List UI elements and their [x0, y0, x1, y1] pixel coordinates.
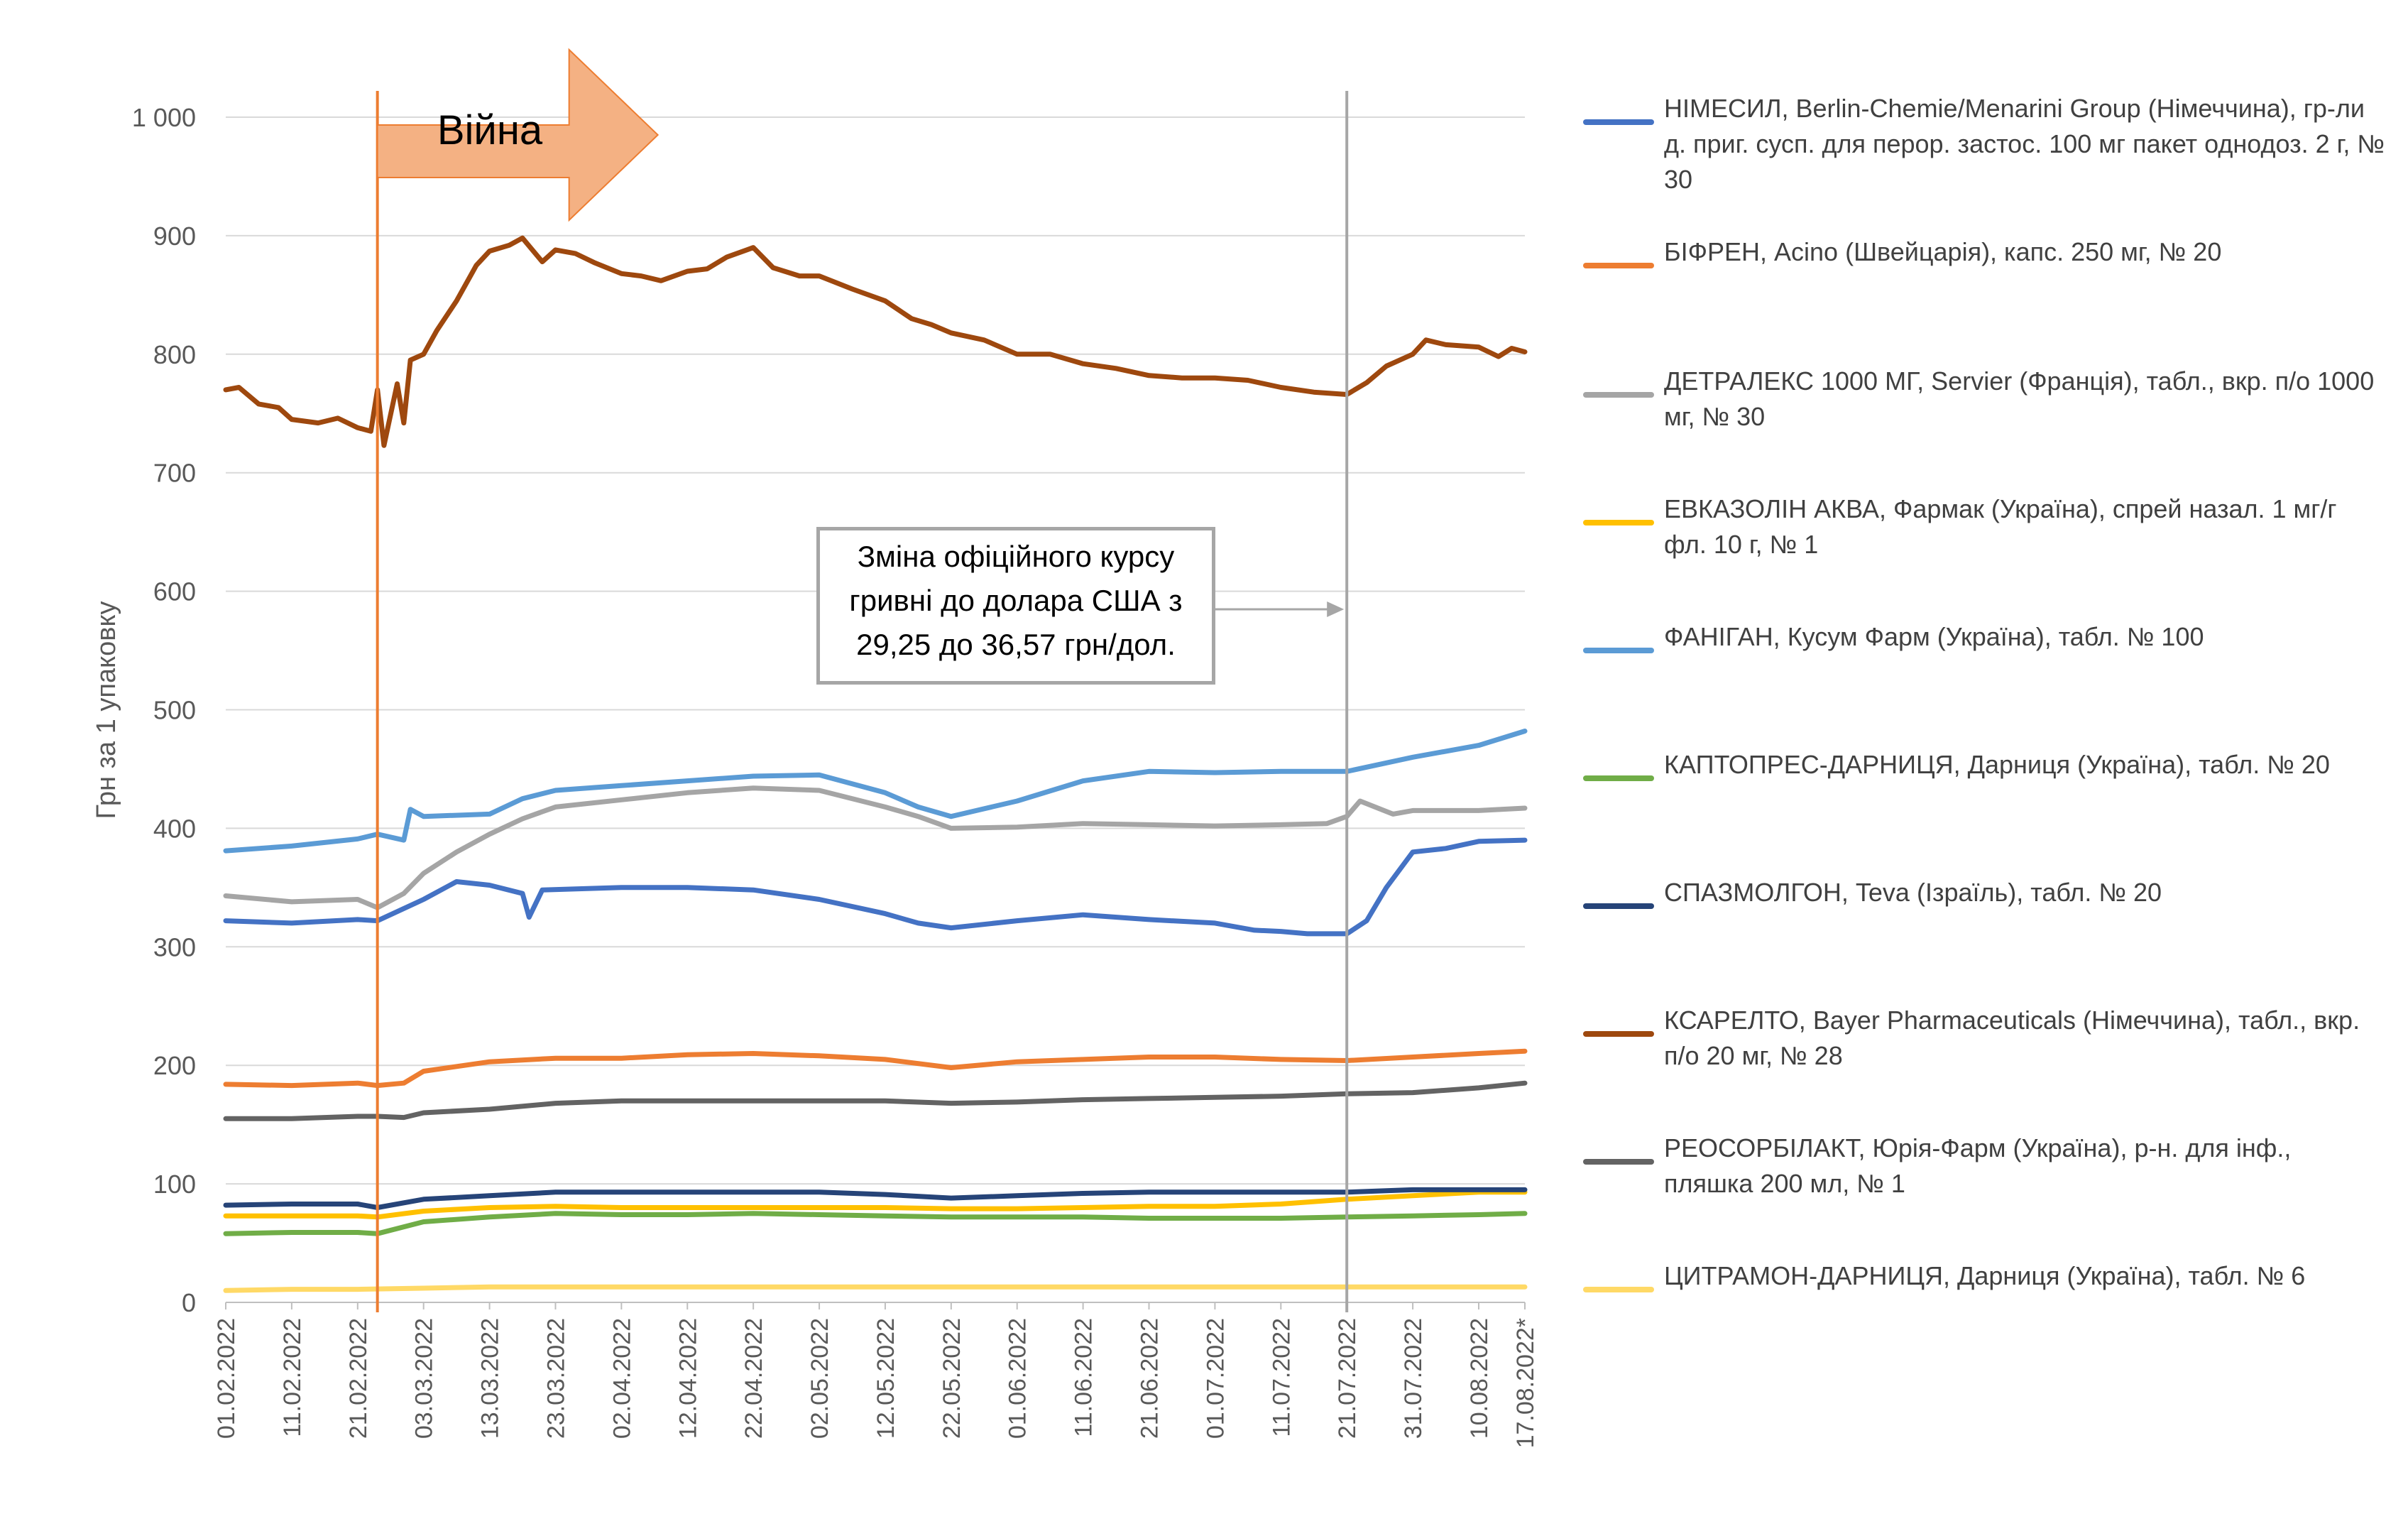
series-line-7	[223, 1187, 1528, 1210]
callout-line-1: Зміна офіційного курсу	[857, 540, 1175, 573]
y-tick-label: 900	[153, 222, 196, 251]
legend-item: КСАРЕЛТО, Bayer Pharmaceuticals (Німеччи…	[1583, 1003, 2385, 1074]
series-line-3	[223, 785, 1528, 910]
y-tick-label: 400	[153, 814, 196, 843]
y-tick-label: 1 000	[132, 103, 196, 132]
x-tick-label: 11.02.2022	[279, 1318, 306, 1437]
legend-item: ФАНІГАН, Кусум Фарм (Україна), табл. № 1…	[1583, 619, 2385, 655]
y-tick-label: 200	[153, 1051, 196, 1080]
legend-swatch	[1583, 392, 1654, 398]
legend-swatch	[1583, 648, 1654, 653]
legend-label: ЦИТРАМОН-ДАРНИЦЯ, Дарниця (Україна), таб…	[1664, 1261, 2306, 1290]
x-tick-label: 31.07.2022	[1400, 1318, 1427, 1439]
legend-label: СПАЗМОЛГОН, Teva (Ізраїль), табл. № 20	[1664, 878, 2162, 907]
legend-swatch	[1583, 775, 1654, 781]
series-line-6	[223, 1211, 1528, 1236]
x-tick-label: 10.08.2022	[1466, 1318, 1493, 1439]
series-line-4	[223, 1189, 1528, 1220]
legend-swatch	[1583, 1031, 1654, 1037]
legend-swatch	[1583, 903, 1654, 909]
x-tick-label: 12.05.2022	[872, 1318, 899, 1439]
y-tick-label: 100	[153, 1170, 196, 1199]
legend-label: ЕВКАЗОЛІН АКВА, Фармак (Україна), спрей …	[1664, 494, 2337, 559]
x-tick-label: 01.02.2022	[213, 1318, 240, 1439]
y-axis-ticks: 0 100 200 300 400 500 600 700 800 900 1 000	[132, 103, 196, 1317]
x-tick-label: 01.07.2022	[1202, 1318, 1229, 1439]
x-tick-label: 22.05.2022	[938, 1318, 965, 1439]
series-line-9	[223, 1080, 1528, 1121]
x-tick-label: 21.06.2022	[1137, 1318, 1164, 1439]
legend-swatch	[1583, 119, 1654, 125]
series-line-8	[223, 235, 1528, 448]
series-line-10	[223, 1284, 1528, 1293]
gridlines	[226, 116, 1525, 1303]
legend-label: НІМЕСИЛ, Berlin-Chemie/Menarini Group (Н…	[1664, 94, 2385, 194]
y-tick-label: 700	[153, 459, 196, 488]
legend-item: СПАЗМОЛГОН, Teva (Ізраїль), табл. № 20	[1583, 875, 2385, 910]
x-tick-label: 11.06.2022	[1071, 1318, 1098, 1437]
legend-swatch	[1583, 263, 1654, 268]
x-tick-label: 02.05.2022	[806, 1318, 833, 1439]
series-lines	[223, 235, 1528, 1293]
exchange-rate-callout: Зміна офіційного курсу гривні до долара …	[816, 527, 1215, 685]
legend-label: КАПТОПРЕС-ДАРНИЦЯ, Дарниця (Україна), та…	[1664, 750, 2330, 779]
legend-swatch	[1583, 1287, 1654, 1292]
x-tick-label: 02.04.2022	[608, 1318, 635, 1439]
legend-label: КСАРЕЛТО, Bayer Pharmaceuticals (Німеччи…	[1664, 1006, 2360, 1070]
x-tick-label: 13.03.2022	[477, 1318, 504, 1439]
legend-item: ЕВКАЗОЛІН АКВА, Фармак (Україна), спрей …	[1583, 491, 2385, 562]
y-tick-label: 500	[153, 696, 196, 725]
legend-item: БІФРЕН, Acino (Швейцарія), капс. 250 мг,…	[1583, 234, 2385, 270]
series-line-2	[223, 1048, 1528, 1089]
x-tick-label: 03.03.2022	[411, 1318, 438, 1439]
series-line-5	[223, 729, 1528, 854]
y-tick-label: 800	[153, 340, 196, 369]
x-tick-label: 21.02.2022	[345, 1318, 372, 1439]
annotations	[376, 48, 1349, 1312]
legend-label: ФАНІГАН, Кусум Фарм (Україна), табл. № 1…	[1664, 622, 2204, 651]
legend-item: КАПТОПРЕС-ДАРНИЦЯ, Дарниця (Україна), та…	[1583, 747, 2385, 783]
x-tick-label: 22.04.2022	[740, 1318, 767, 1439]
legend-item: ЦИТРАМОН-ДАРНИЦЯ, Дарниця (Україна), таб…	[1583, 1258, 2385, 1294]
y-tick-label: 0	[182, 1288, 196, 1317]
legend-item: ДЕТРАЛЕКС 1000 МГ, Servier (Франція), та…	[1583, 364, 2385, 435]
callout-line-2: гривні до долара США з	[849, 584, 1183, 617]
y-axis-title: Грн за 1 упаковку	[92, 601, 121, 819]
war-annotation-label: Війна	[437, 107, 543, 153]
legend-swatch	[1583, 1159, 1654, 1165]
x-tick-label: 21.07.2022	[1334, 1318, 1361, 1439]
legend-swatch	[1583, 520, 1654, 525]
x-tick-label: 23.03.2022	[542, 1318, 569, 1439]
series-line-1	[223, 837, 1528, 937]
y-tick-label: 300	[153, 932, 196, 962]
legend-item: РЕОСОРБІЛАКТ, Юрія-Фарм (Україна), р-н. …	[1583, 1131, 2385, 1202]
legend-label: РЕОСОРБІЛАКТ, Юрія-Фарм (Україна), р-н. …	[1664, 1133, 2292, 1198]
callout-pointer-arrowhead	[1327, 601, 1345, 617]
x-tick-label: 17.08.2022*	[1512, 1318, 1539, 1448]
legend-label: БІФРЕН, Acino (Швейцарія), капс. 250 мг,…	[1664, 237, 2222, 266]
y-tick-label: 600	[153, 577, 196, 606]
war-arrow	[376, 48, 660, 222]
legend-label: ДЕТРАЛЕКС 1000 МГ, Servier (Франція), та…	[1664, 366, 2375, 431]
x-tick-label: 11.07.2022	[1268, 1318, 1295, 1437]
x-tick-label: 12.04.2022	[674, 1318, 701, 1439]
callout-line-3: 29,25 до 36,57 грн/дол.	[856, 628, 1176, 661]
legend-item: НІМЕСИЛ, Berlin-Chemie/Menarini Group (Н…	[1583, 91, 2385, 197]
x-axis-ticks: 01.02.2022 11.02.2022 21.02.2022 03.03.2022…	[213, 1302, 1539, 1448]
x-tick-label: 01.06.2022	[1005, 1318, 1031, 1439]
